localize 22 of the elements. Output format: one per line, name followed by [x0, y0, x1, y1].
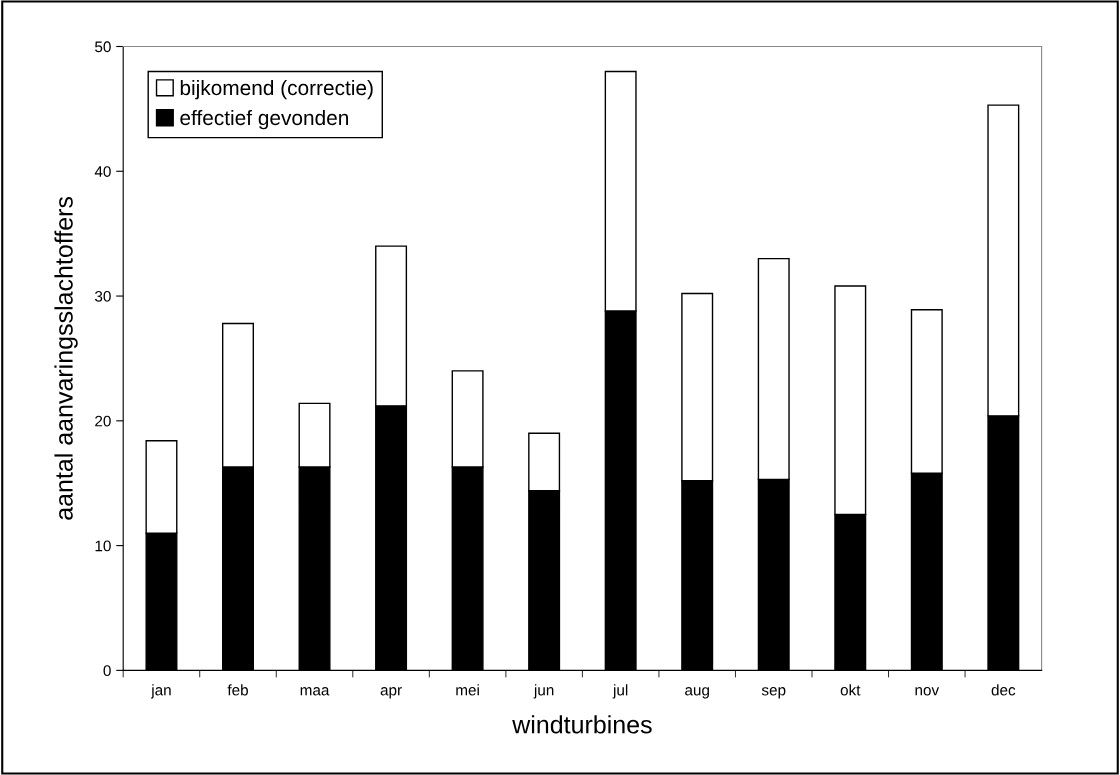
x-tick-label: dec [991, 684, 1016, 696]
x-tick-label: nov [915, 687, 940, 696]
x-axis-title: windturbines [512, 715, 652, 734]
y-tick-label: 50 [95, 41, 111, 53]
y-tick-label: 0 [103, 665, 111, 677]
x-tick-label: feb [227, 684, 248, 696]
legend-label: effectief gevonden [180, 109, 348, 130]
y-tick-label: 10 [95, 540, 111, 552]
x-tick-label: jan [150, 684, 171, 699]
y-tick-label: 20 [95, 415, 111, 427]
x-tick-label: apr [380, 687, 402, 699]
x-tick-label: okt [840, 684, 861, 696]
x-tick-label: jun [533, 684, 554, 699]
x-tick-label: maa [300, 687, 330, 696]
x-tick-label: aug [685, 687, 709, 699]
x-tick-label: mei [456, 684, 479, 696]
y-axis-title: aantal aanvaringsslachtoffers [54, 196, 78, 520]
legend-label: bijkomend (correctie) [180, 79, 373, 100]
y-tick-label: 40 [94, 166, 111, 177]
x-tick-label: jul [612, 684, 628, 699]
y-tick-label: 30 [94, 290, 111, 302]
x-tick-label: sep [761, 687, 786, 699]
